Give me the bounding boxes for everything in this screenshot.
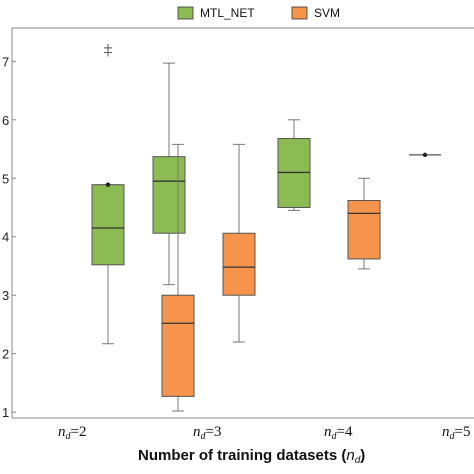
x-axis: nd=2 nd=3 nd=4 nd=5 Number of training datas… bbox=[58, 424, 470, 466]
legend: MTL_NET SVM bbox=[177, 6, 340, 20]
y-axis: 1 2 3 4 5 6 7 bbox=[2, 54, 16, 420]
legend-swatch bbox=[177, 6, 194, 20]
box-mtl-net-4 bbox=[277, 119, 311, 211]
legend-label: SVM bbox=[314, 6, 340, 20]
boxes bbox=[91, 43, 441, 412]
box-body bbox=[347, 199, 381, 260]
box-svm-2 bbox=[161, 143, 195, 412]
x-tick-label: nd=4 bbox=[324, 424, 353, 442]
legend-label: MTL_NET bbox=[200, 6, 255, 20]
x-tick-label: nd=5 bbox=[442, 424, 470, 442]
legend-swatch bbox=[291, 6, 308, 20]
box-body bbox=[161, 294, 195, 397]
point-marker bbox=[105, 182, 111, 187]
box-mtl-net-5 bbox=[409, 152, 441, 158]
y-tick-label: 1 bbox=[2, 405, 9, 420]
x-tick-label: nd=3 bbox=[193, 424, 221, 442]
point-marker bbox=[422, 152, 428, 158]
box-body bbox=[222, 232, 256, 296]
y-tick-label: 2 bbox=[2, 347, 9, 362]
y-tick-label: 3 bbox=[2, 288, 9, 303]
y-tick-label: 5 bbox=[2, 171, 9, 186]
box-svm-3 bbox=[222, 143, 256, 343]
box-mtl-net-3 bbox=[152, 62, 186, 286]
x-axis-title: Number of training datasets (nd) bbox=[138, 447, 365, 466]
y-tick-label: 6 bbox=[2, 113, 9, 128]
box-mtl-net-2 bbox=[91, 43, 125, 345]
x-tick-label: nd=2 bbox=[58, 424, 86, 442]
y-tick-label: 4 bbox=[2, 230, 9, 245]
box-body bbox=[152, 156, 186, 234]
y-tick-label: 7 bbox=[2, 54, 9, 69]
box-body bbox=[91, 184, 125, 266]
box-svm-4 bbox=[347, 177, 381, 270]
plot-frame bbox=[11, 27, 474, 419]
